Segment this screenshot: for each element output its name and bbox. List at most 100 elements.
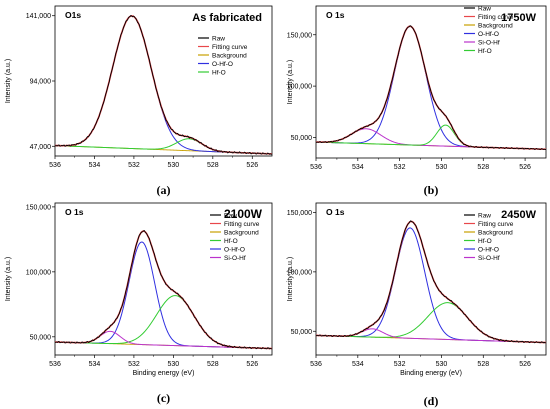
- panel-4: 536 534 532 530 528 526 50,000 100,000 150,000 In…: [287, 202, 547, 408]
- series-raw: [316, 220, 546, 344]
- series-o-hf-o-peak: [55, 15, 272, 155]
- y-tick-label: 150,000: [287, 32, 312, 39]
- condition-label: 1750W: [501, 12, 536, 24]
- y-axis-label: Intensity (a.u.): [5, 257, 12, 301]
- panel-1: 536 534 532 530 528 526 47,000 94,000 141,000 Int…: [5, 5, 273, 197]
- plot-frame: [315, 5, 547, 159]
- legend-entry: Raw: [224, 212, 237, 219]
- legend-entry: Raw: [478, 212, 491, 219]
- x-tick-label: 526: [519, 164, 531, 171]
- condition-label: 2450W: [501, 209, 536, 221]
- x-tick-label: 530: [436, 361, 448, 368]
- y-tick-label: 47,000: [30, 144, 52, 151]
- condition-label: 2100W: [224, 207, 263, 221]
- x-tick-label: 532: [128, 361, 140, 368]
- x-tick-label: 536: [310, 361, 322, 368]
- x-axis-label: Binding energy (eV): [400, 370, 462, 377]
- x-tick-label: 526: [246, 162, 258, 169]
- x-tick-label: 526: [246, 361, 258, 368]
- series-si-o-hf-peak: [316, 128, 546, 150]
- plot-frame: [54, 202, 273, 356]
- x-tick-label: 532: [394, 361, 406, 368]
- x-tick-label: 528: [477, 361, 489, 368]
- series-fitting-curve: [316, 25, 546, 151]
- x-tick-label: 536: [310, 164, 322, 171]
- legend-entry: Fitting curve: [212, 44, 248, 51]
- panel-letter: (c): [157, 391, 170, 405]
- legend-entry: Raw: [212, 35, 225, 42]
- x-tick-label: 534: [352, 361, 364, 368]
- x-tick-label: 534: [89, 361, 101, 368]
- element-label: O 1s: [326, 10, 345, 20]
- legend-entry: Raw: [478, 5, 491, 12]
- panel-letter: (d): [424, 394, 439, 408]
- series-raw: [55, 230, 272, 350]
- x-tick-label: 530: [436, 164, 448, 171]
- y-tick-label: 100,000: [287, 269, 312, 276]
- legend-entry: Hf-O: [478, 238, 492, 245]
- y-axis-label: Intensity (a.u.): [5, 59, 12, 103]
- x-tick-label: 526: [519, 361, 531, 368]
- legend-entry: Fitting curve: [224, 221, 260, 228]
- x-tick-label: 534: [352, 164, 364, 171]
- y-tick-label: 100,000: [287, 84, 312, 91]
- series-raw: [55, 14, 272, 155]
- x-tick-label: 536: [49, 361, 61, 368]
- series-o-hf-o-peak: [316, 227, 546, 344]
- element-label: O 1s: [65, 207, 84, 217]
- legend-entry: Background: [224, 229, 259, 236]
- legend-entry: O-Hf-O: [478, 246, 499, 253]
- y-tick-label: 141,000: [26, 13, 51, 20]
- y-tick-label: 50,000: [30, 334, 52, 341]
- legend-entry: Si-O-Hf: [478, 255, 500, 262]
- y-tick-label: 100,000: [26, 269, 51, 276]
- y-axis-label: Intensity (a.u.): [287, 60, 294, 104]
- x-tick-label: 530: [168, 162, 180, 169]
- legend-entry: Hf-O: [478, 48, 492, 55]
- series-fitting-curve: [55, 15, 272, 155]
- legend-entry: Background: [478, 22, 513, 29]
- y-axis-label: Intensity (a.u.): [287, 257, 294, 301]
- x-axis-label: Binding energy (eV): [133, 370, 195, 377]
- element-label: O 1s: [326, 207, 345, 217]
- plot-frame: [315, 202, 547, 356]
- panel-letter: (a): [157, 183, 171, 197]
- x-tick-label: 530: [168, 361, 180, 368]
- x-tick-label: 528: [207, 162, 219, 169]
- element-label: O1s: [65, 10, 81, 20]
- legend-entry: Si-O-Hf: [478, 39, 500, 46]
- series-raw: [316, 25, 546, 150]
- panel-2: 536 534 532 530 528 526 50,000 100,000 150,000 In…: [287, 5, 547, 197]
- legend-entry: O-Hf-O: [224, 246, 245, 253]
- panel-3: 536 534 532 530 528 526 50,000 100,000 150,000 In…: [5, 202, 273, 405]
- legend-entry: Hf-O: [224, 238, 238, 245]
- series-fitting-curve: [316, 220, 546, 344]
- x-tick-label: 534: [89, 162, 101, 169]
- legend-entry: O-Hf-O: [212, 61, 233, 68]
- x-tick-label: 528: [207, 361, 219, 368]
- legend-entry: Hf-O: [212, 69, 226, 76]
- y-tick-label: 50,000: [291, 329, 313, 336]
- x-tick-label: 536: [49, 162, 61, 169]
- x-tick-label: 528: [477, 164, 489, 171]
- y-tick-label: 50,000: [291, 135, 313, 142]
- legend-entry: Fitting curve: [478, 221, 514, 228]
- y-tick-label: 150,000: [26, 204, 51, 211]
- x-tick-label: 532: [128, 162, 140, 169]
- series-si-o-hf-peak: [55, 330, 272, 349]
- legend-entry: Background: [212, 52, 247, 59]
- series-o-hf-o-peak: [316, 25, 546, 150]
- legend-entry: Fitting curve: [478, 14, 514, 21]
- panel-letter: (b): [424, 183, 439, 197]
- plot-frame: [54, 5, 273, 157]
- series-hf-o-peak: [316, 302, 546, 344]
- legend-entry: O-Hf-O: [478, 31, 499, 38]
- y-tick-label: 150,000: [287, 210, 312, 217]
- legend-entry: Si-O-Hf: [224, 255, 246, 262]
- condition-label: As fabricated: [192, 12, 262, 24]
